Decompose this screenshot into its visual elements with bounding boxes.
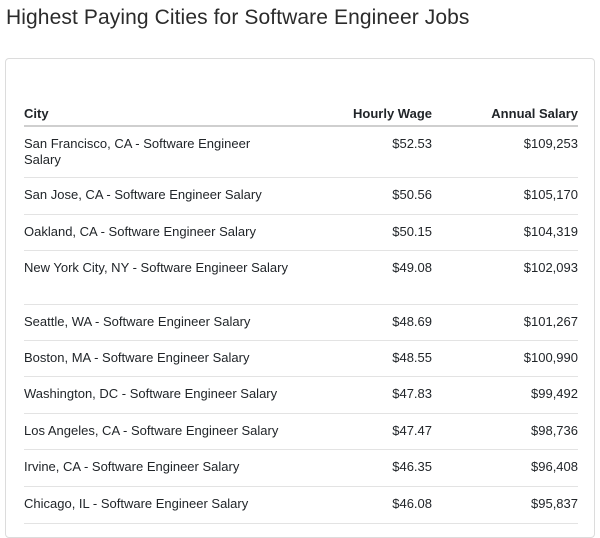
hourly-wage: $47.47 — [392, 422, 432, 438]
city-link[interactable]: New York City, NY - Software Engineer Sa… — [24, 259, 288, 275]
header-city: City — [24, 103, 296, 127]
annual-salary: $96,408 — [531, 458, 578, 474]
table-row: Los Angeles, CA - Software Engineer Sala… — [24, 413, 578, 450]
city-link[interactable]: Washington, DC - Software Engineer Salar… — [24, 385, 278, 401]
table-row: Oakland, CA - Software Engineer Salary $… — [24, 214, 578, 251]
hourly-wage: $47.83 — [392, 385, 432, 401]
hourly-wage: $46.08 — [392, 495, 432, 511]
city-link[interactable]: Seattle, WA - Software Engineer Salary — [24, 313, 251, 329]
hourly-wage: $48.69 — [392, 313, 432, 329]
annual-salary: $105,170 — [523, 186, 578, 202]
hourly-wage: $49.08 — [392, 259, 432, 275]
annual-salary: $101,267 — [523, 313, 578, 329]
table-row: Chicago, IL - Software Engineer Salary $… — [24, 486, 578, 524]
annual-salary: $100,990 — [523, 349, 578, 365]
annual-salary: $98,736 — [531, 422, 578, 438]
city-link[interactable]: Chicago, IL - Software Engineer Salary — [24, 495, 249, 511]
table-row: Irvine, CA - Software Engineer Salary $4… — [24, 449, 578, 487]
table-header-row: City Hourly Wage Annual Salary — [24, 103, 578, 127]
header-annual-salary: Annual Salary — [432, 103, 578, 127]
table-row: Washington, DC - Software Engineer Salar… — [24, 376, 578, 414]
salary-card: City Hourly Wage Annual Salary San Franc… — [5, 58, 595, 538]
table-row: Boston, MA - Software Engineer Salary $4… — [24, 340, 578, 377]
city-link[interactable]: Boston, MA - Software Engineer Salary — [24, 349, 250, 365]
hourly-wage: $50.15 — [392, 223, 432, 239]
annual-salary: $99,492 — [531, 385, 578, 401]
city-link[interactable]: San Jose, CA - Software Engineer Salary — [24, 186, 262, 202]
city-link[interactable]: Irvine, CA - Software Engineer Salary — [24, 458, 240, 474]
hourly-wage: $50.56 — [392, 186, 432, 202]
annual-salary: $102,093 — [523, 259, 578, 275]
page-title: Highest Paying Cities for Software Engin… — [6, 6, 470, 29]
hourly-wage: $52.53 — [392, 136, 432, 151]
table-row: San Jose, CA - Software Engineer Salary … — [24, 177, 578, 215]
annual-salary: $104,319 — [523, 223, 578, 239]
hourly-wage: $46.35 — [392, 458, 432, 474]
table-row: New York City, NY - Software Engineer Sa… — [24, 250, 578, 305]
salary-table: City Hourly Wage Annual Salary San Franc… — [24, 103, 578, 524]
table-row: San Francisco, CA - Software Engineer Sa… — [24, 126, 578, 178]
annual-salary: $109,253 — [523, 136, 578, 151]
city-link[interactable]: Los Angeles, CA - Software Engineer Sala… — [24, 422, 279, 438]
table-row: Seattle, WA - Software Engineer Salary $… — [24, 304, 578, 341]
annual-salary: $95,837 — [531, 495, 578, 511]
city-link[interactable]: Oakland, CA - Software Engineer Salary — [24, 223, 256, 239]
header-hourly-wage: Hourly Wage — [296, 103, 432, 127]
city-link[interactable]: San Francisco, CA - Software Engineer Sa… — [24, 136, 251, 167]
hourly-wage: $48.55 — [392, 349, 432, 365]
